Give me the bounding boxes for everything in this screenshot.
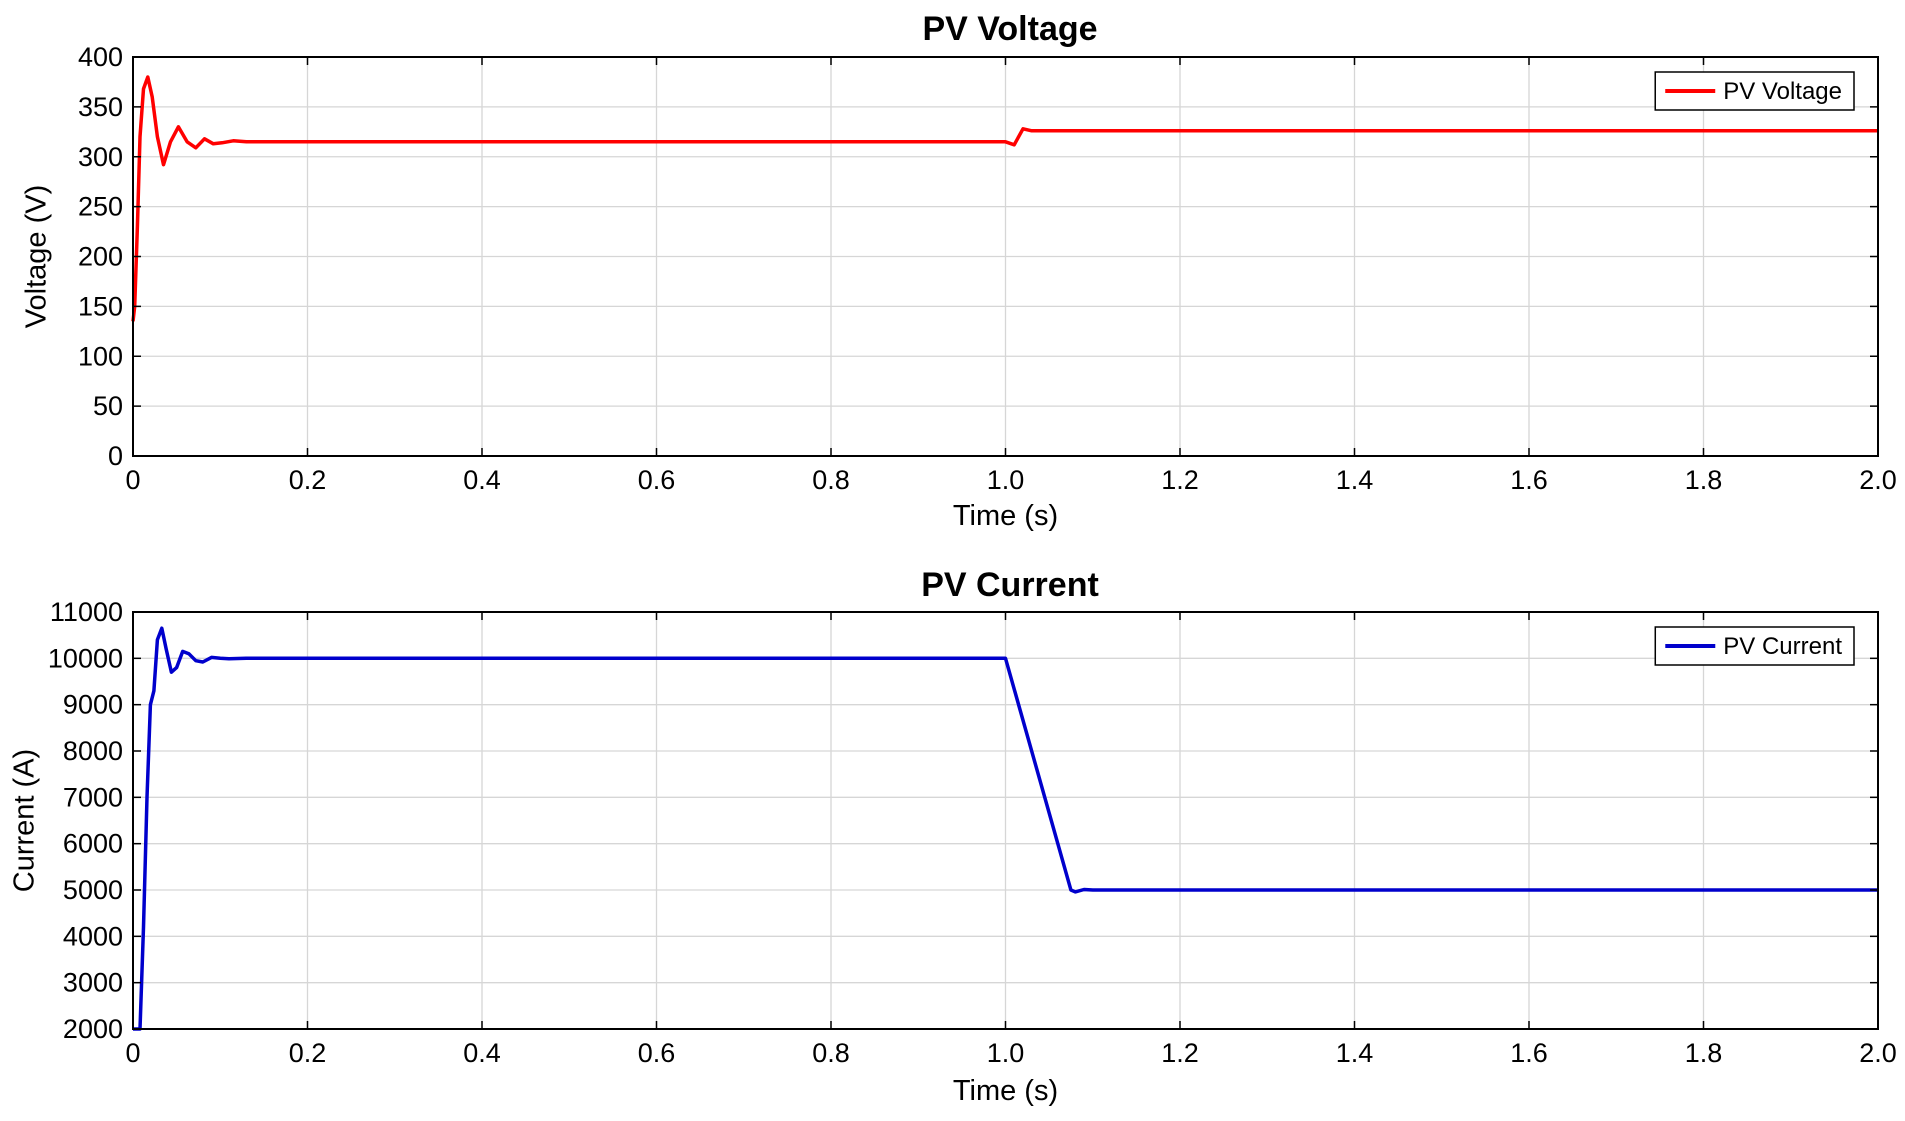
current-y-tick-label: 5000 bbox=[63, 875, 123, 905]
voltage-y-tick-label: 350 bbox=[78, 92, 123, 122]
voltage-y-tick-label: 150 bbox=[78, 291, 123, 321]
current-y-tick-label: 7000 bbox=[63, 782, 123, 812]
current-chart-title: PV Current bbox=[921, 566, 1099, 604]
current-x-tick-label: 1.8 bbox=[1685, 1038, 1723, 1068]
current-grid bbox=[133, 612, 1878, 1029]
voltage-panel: PV Voltage 0 0.2 0.4 0.6 0.8 1.0 1.2 1.4 1.6 1.8 2… bbox=[21, 10, 1897, 532]
voltage-legend: PV Voltage bbox=[1654, 71, 1855, 111]
voltage-legend-label: PV Voltage bbox=[1723, 78, 1842, 105]
current-x-tick-label: 1.0 bbox=[987, 1038, 1025, 1068]
voltage-x-tick-label: 1.0 bbox=[987, 465, 1025, 495]
voltage-chart-title: PV Voltage bbox=[922, 10, 1097, 48]
voltage-x-tick-label: 2.0 bbox=[1859, 465, 1897, 495]
current-panel: PV Current 0 0.2 0.4 0.6 0.8 1.0 1.2 1.4 1.6 1.8 2… bbox=[9, 566, 1897, 1107]
current-y-tick-label: 2000 bbox=[63, 1014, 123, 1044]
voltage-x-tick-label: 0 bbox=[125, 465, 140, 495]
current-x-tick-label: 0.8 bbox=[812, 1038, 850, 1068]
current-x-tick-label: 0.6 bbox=[638, 1038, 676, 1068]
current-x-tick-label: 1.2 bbox=[1161, 1038, 1199, 1068]
voltage-y-tick-label: 200 bbox=[78, 242, 123, 272]
current-x-tick-label: 0.4 bbox=[463, 1038, 501, 1068]
current-x-tick-label: 1.6 bbox=[1510, 1038, 1548, 1068]
voltage-y-tick-label: 100 bbox=[78, 341, 123, 371]
voltage-y-axis-label: Voltage (V) bbox=[21, 185, 53, 328]
voltage-x-tick-label: 0.8 bbox=[812, 465, 850, 495]
voltage-x-tick-label: 1.6 bbox=[1510, 465, 1548, 495]
voltage-x-tick-label: 0.6 bbox=[638, 465, 676, 495]
current-legend: PV Current bbox=[1654, 626, 1855, 666]
current-y-axis-label: Current (A) bbox=[9, 749, 41, 892]
current-series-line bbox=[133, 626, 1878, 1031]
voltage-grid bbox=[133, 57, 1878, 456]
current-y-tick-label: 9000 bbox=[63, 690, 123, 720]
voltage-y-tick-label: 50 bbox=[93, 391, 123, 421]
current-y-tick-label: 8000 bbox=[63, 736, 123, 766]
voltage-series-layer bbox=[131, 75, 1878, 322]
voltage-ticks: 0 0.2 0.4 0.6 0.8 1.0 1.2 1.4 1.6 1.8 2.0 0 50 100 150… bbox=[78, 42, 1897, 495]
voltage-y-tick-label: 250 bbox=[78, 192, 123, 222]
voltage-x-tick-label: 1.8 bbox=[1685, 465, 1723, 495]
current-x-tick-label: 0 bbox=[125, 1038, 140, 1068]
current-ticks: 0 0.2 0.4 0.6 0.8 1.0 1.2 1.4 1.6 1.8 2.0 2000 3000 4… bbox=[48, 597, 1897, 1068]
current-x-tick-label: 0.2 bbox=[289, 1038, 327, 1068]
voltage-x-tick-label: 1.2 bbox=[1161, 465, 1199, 495]
voltage-x-tick-label: 0.4 bbox=[463, 465, 501, 495]
current-y-tick-label: 11000 bbox=[50, 597, 123, 627]
current-x-tick-label: 1.4 bbox=[1336, 1038, 1374, 1068]
voltage-y-tick-label: 0 bbox=[108, 441, 123, 471]
voltage-x-tick-label: 0.2 bbox=[289, 465, 327, 495]
voltage-x-axis-label: Time (s) bbox=[953, 500, 1058, 532]
current-y-tick-label: 3000 bbox=[63, 968, 123, 998]
voltage-series-line bbox=[131, 75, 1878, 322]
current-x-axis-label: Time (s) bbox=[953, 1075, 1058, 1107]
current-x-tick-label: 2.0 bbox=[1859, 1038, 1897, 1068]
current-y-tick-label: 10000 bbox=[48, 643, 123, 673]
current-y-tick-label: 6000 bbox=[63, 829, 123, 859]
current-series-layer bbox=[133, 626, 1878, 1031]
current-y-tick-label: 4000 bbox=[63, 921, 123, 951]
voltage-x-tick-label: 1.4 bbox=[1336, 465, 1374, 495]
current-legend-label: PV Current bbox=[1723, 633, 1842, 660]
voltage-y-tick-label: 400 bbox=[78, 42, 123, 72]
voltage-y-tick-label: 300 bbox=[78, 142, 123, 172]
